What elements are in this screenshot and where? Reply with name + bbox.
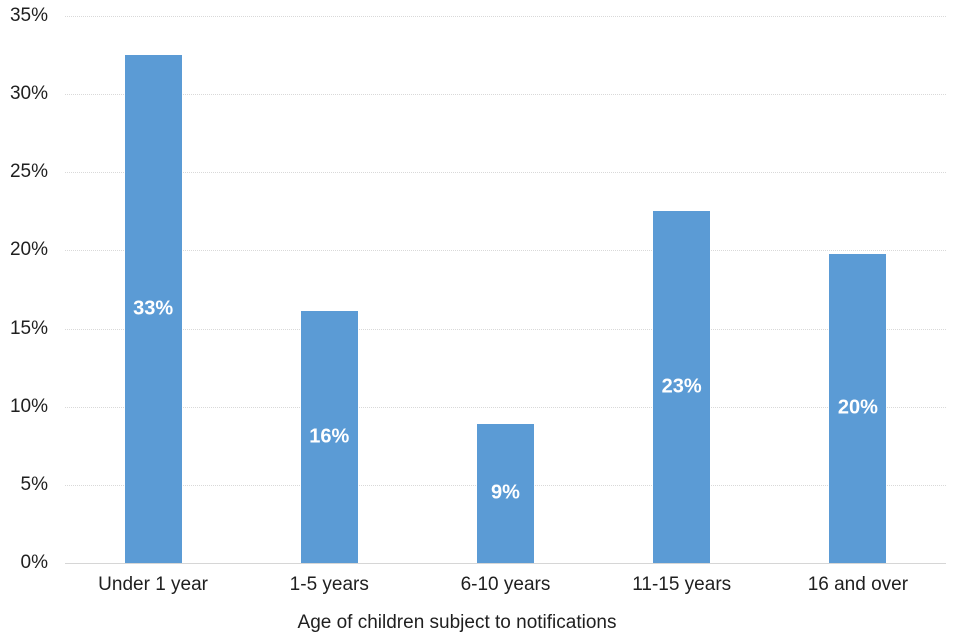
gridline [65, 172, 946, 174]
x-tick-label: 11-15 years [632, 574, 732, 595]
y-tick-label: 20% [9, 239, 48, 261]
bar-slot: 23% [594, 16, 770, 563]
bar: 16% [300, 311, 358, 563]
bar-value-label: 23% [661, 375, 702, 398]
bar: 23% [653, 211, 711, 563]
bar-value-label: 9% [491, 481, 520, 504]
y-tick-label: 10% [9, 395, 48, 417]
bar: 20% [829, 253, 887, 563]
bar-slot: 20% [770, 16, 946, 563]
x-tick-label: 16 and over [807, 574, 909, 595]
bar-value-label: 33% [133, 297, 174, 320]
bar-value-label: 20% [837, 396, 878, 419]
gridline [65, 250, 946, 252]
y-tick-label: 30% [9, 83, 48, 105]
y-tick-label: 15% [9, 317, 48, 339]
bar-value-label: 16% [309, 425, 350, 448]
gridline [65, 94, 946, 96]
plot-area: 33% 16% 9% 23% 20% [65, 16, 946, 564]
bar: 33% [124, 55, 182, 563]
x-axis-line [65, 563, 946, 564]
bar-slot: 16% [241, 16, 417, 563]
gridline [65, 328, 946, 330]
y-tick-label: 25% [9, 161, 48, 183]
bar: 9% [476, 423, 534, 563]
bar-slot: 33% [65, 16, 241, 563]
x-axis-title: Age of children subject to notifications [297, 612, 617, 633]
y-tick-label: 0% [20, 552, 48, 573]
bar-slot: 9% [417, 16, 593, 563]
x-tick-label: 1-5 years [289, 574, 369, 595]
gridline [65, 406, 946, 408]
y-tick-label: 5% [20, 473, 48, 495]
gridline [65, 16, 946, 17]
y-tick-label: 35% [9, 5, 48, 26]
x-tick-label: 6-10 years [460, 574, 551, 595]
x-tick-label: Under 1 year [98, 574, 209, 595]
